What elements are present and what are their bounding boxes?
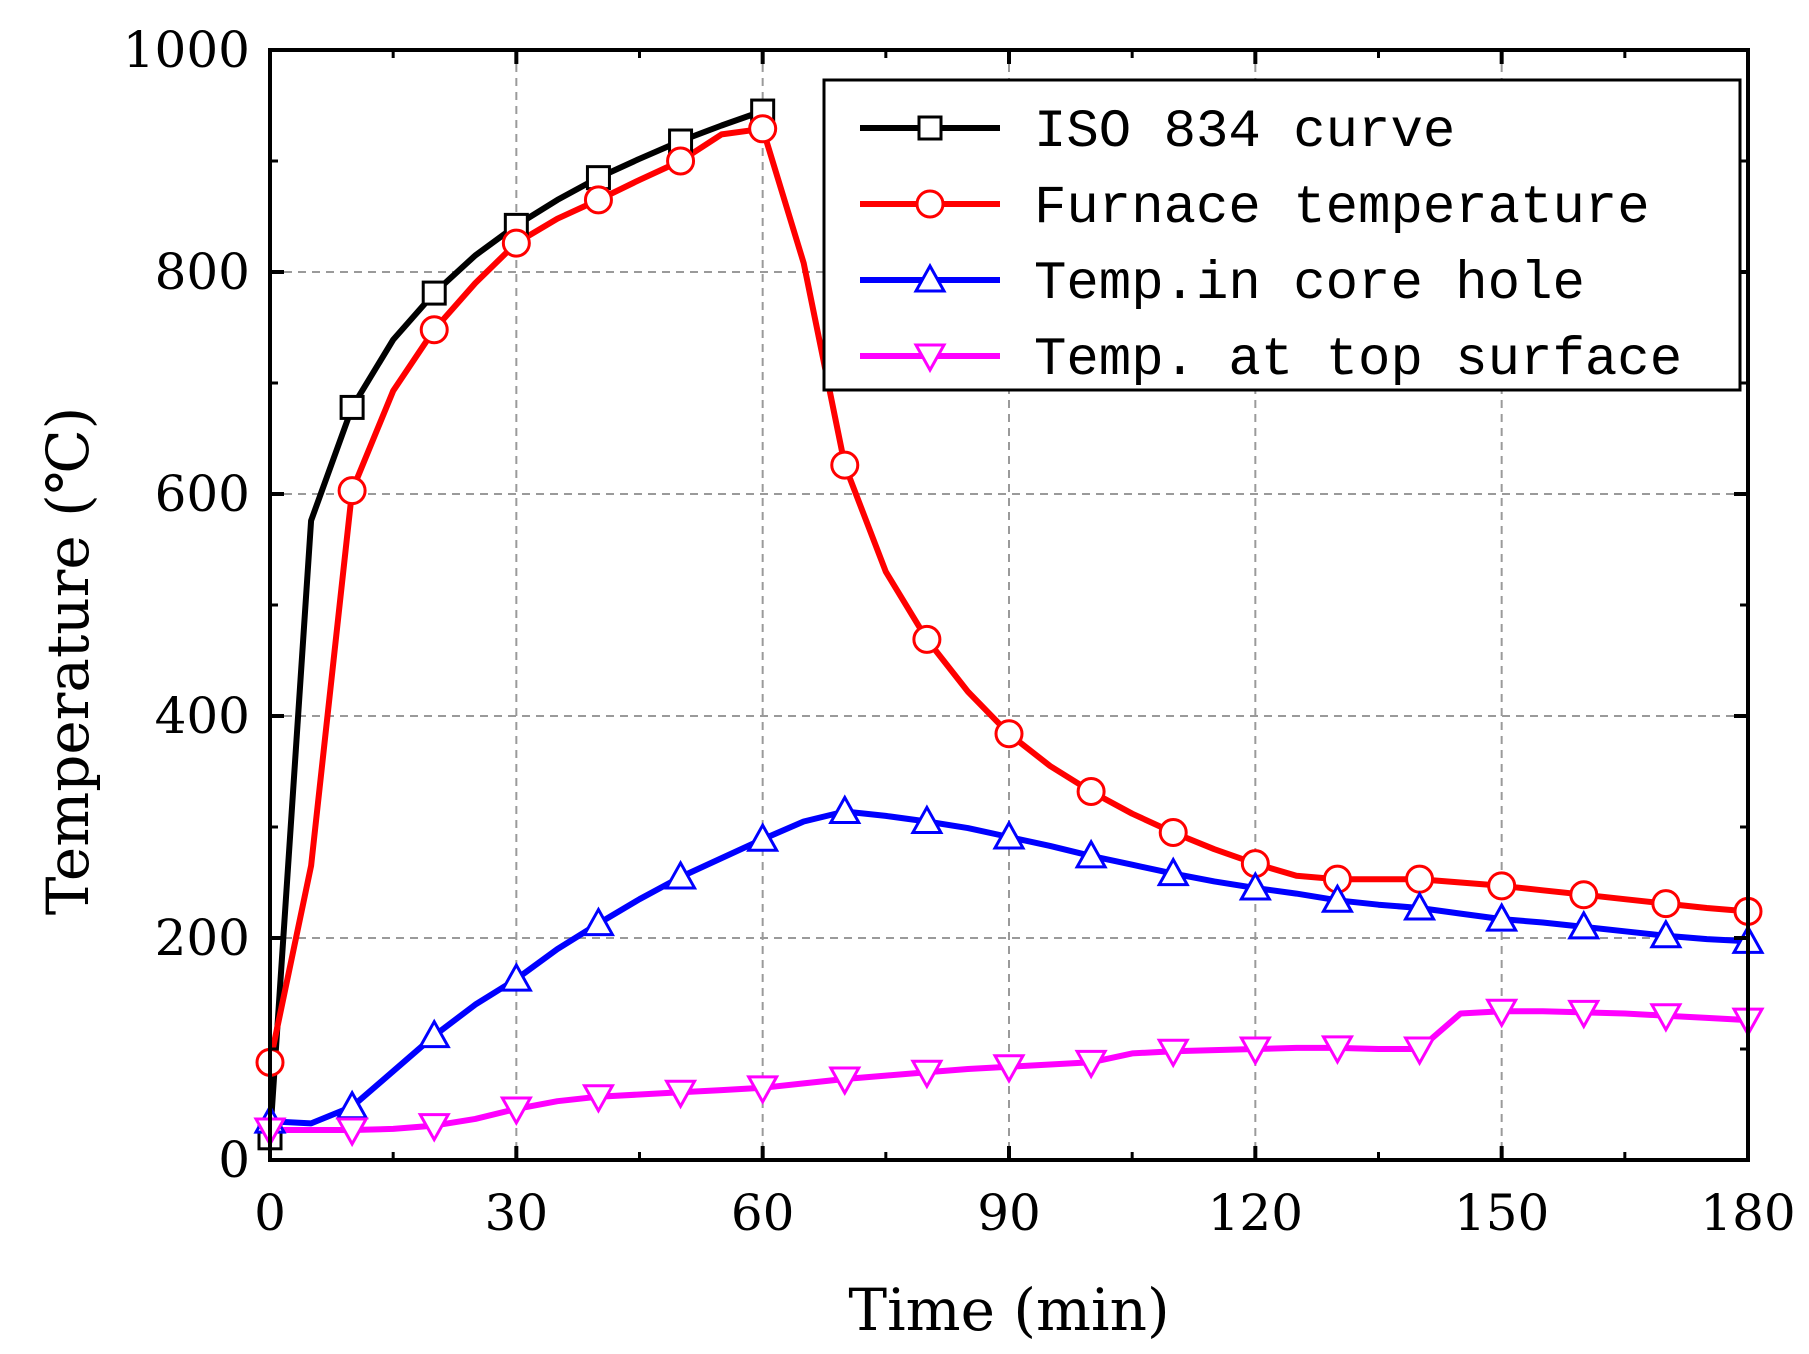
- x-tick-label: 150: [1454, 1184, 1549, 1242]
- data-point-core-hole: [1238, 870, 1272, 901]
- data-point-top-surface: [746, 1075, 780, 1105]
- y-tick-label: 600: [155, 465, 250, 523]
- legend-item-top-surface: Temp. at top surface: [860, 330, 1682, 391]
- data-point-furnace: [337, 476, 367, 506]
- data-point-furnace: [1076, 776, 1106, 806]
- legend-marker: [913, 262, 947, 293]
- data-point-iso-834: [421, 280, 447, 306]
- legend-label: ISO 834 curve: [1034, 102, 1455, 163]
- data-point-top-surface: [581, 1084, 616, 1114]
- y-tick-label: 200: [155, 909, 250, 967]
- data-point-furnace: [1651, 889, 1681, 919]
- x-tick-label: 60: [731, 1184, 795, 1242]
- data-point-core-hole: [663, 859, 698, 890]
- data-point-top-surface: [910, 1059, 944, 1090]
- data-point-top-surface: [1567, 999, 1601, 1030]
- legend-marker: [915, 189, 945, 219]
- data-point-iso-834: [585, 165, 611, 191]
- data-point-top-surface: [992, 1054, 1026, 1084]
- legend-item-core-hole: Temp.in core hole: [860, 254, 1585, 315]
- data-point-top-surface: [1485, 998, 1519, 1029]
- data-point-iso-834: [339, 394, 365, 420]
- y-tick-label: 400: [155, 687, 250, 745]
- x-tick-label: 90: [977, 1184, 1041, 1242]
- data-point-top-surface: [1320, 1035, 1355, 1065]
- x-tick-labels: 0 30 60 90 120 150 180: [254, 1184, 1796, 1242]
- legend-box: [822, 78, 1742, 392]
- y-tick-label: 800: [155, 243, 250, 301]
- y-axis-title: Temperature (℃): [34, 407, 102, 916]
- data-point-furnace: [830, 450, 860, 480]
- legend-marker: [913, 343, 947, 374]
- data-point-core-hole: [1074, 838, 1108, 869]
- data-point-furnace: [501, 228, 531, 258]
- legend: ISO 834 curve Furnace temperature Temp.in …: [822, 78, 1742, 392]
- data-point-furnace: [1569, 880, 1599, 910]
- data-point-core-hole: [828, 794, 862, 824]
- data-point-top-surface: [663, 1079, 698, 1110]
- legend-items: ISO 834 curve Furnace temperature Temp.in …: [860, 102, 1682, 391]
- data-point-core-hole: [1567, 909, 1601, 940]
- data-point-furnace: [994, 719, 1024, 749]
- data-point-core-hole: [417, 1018, 451, 1049]
- y-tick-label: 1000: [123, 21, 250, 79]
- data-point-top-surface: [828, 1066, 862, 1097]
- data-point-furnace: [583, 185, 613, 215]
- data-point-top-surface: [1402, 1036, 1437, 1067]
- data-point-furnace: [1487, 871, 1517, 901]
- data-point-core-hole: [1320, 883, 1355, 913]
- x-tick-label: 120: [1208, 1184, 1303, 1242]
- y-tick-labels: 0 200 400 600 800 1000: [123, 21, 250, 1189]
- data-point-top-surface: [417, 1113, 451, 1143]
- data-point-core-hole: [581, 906, 616, 937]
- y-tick-label: 0: [218, 1131, 250, 1189]
- data-point-top-surface: [1156, 1038, 1190, 1069]
- data-point-furnace: [748, 114, 778, 144]
- data-point-core-hole: [910, 804, 944, 834]
- series-markers-furnace: [255, 114, 1763, 1077]
- data-point-core-hole: [499, 962, 533, 992]
- legend-label: Furnace temperature: [1034, 178, 1650, 239]
- data-point-top-surface: [335, 1117, 369, 1148]
- x-tick-label: 180: [1700, 1184, 1795, 1242]
- data-point-furnace: [1158, 818, 1188, 848]
- data-point-core-hole: [746, 822, 780, 852]
- data-point-furnace: [1405, 864, 1435, 894]
- data-point-top-surface: [499, 1096, 533, 1127]
- data-point-top-surface: [1074, 1049, 1108, 1080]
- data-point-furnace: [666, 146, 696, 176]
- x-tick-label: 0: [254, 1184, 286, 1242]
- legend-marker: [917, 115, 943, 141]
- x-tick-label: 30: [485, 1184, 549, 1242]
- series-markers-core-hole: [253, 794, 1765, 1134]
- legend-item-iso-834: ISO 834 curve: [860, 102, 1455, 163]
- data-point-furnace: [419, 315, 449, 345]
- axis-ticks: [268, 48, 1750, 1162]
- data-point-core-hole: [1485, 902, 1519, 932]
- markers-group: [253, 98, 1765, 1151]
- legend-item-furnace: Furnace temperature: [860, 178, 1650, 239]
- legend-label: Temp.in core hole: [1034, 254, 1585, 315]
- x-axis-title: Time (min): [848, 1276, 1169, 1344]
- data-point-core-hole: [1402, 890, 1437, 921]
- legend-label: Temp. at top surface: [1034, 330, 1682, 391]
- data-point-core-hole: [992, 819, 1026, 850]
- data-point-core-hole: [1649, 918, 1683, 949]
- data-point-core-hole: [1156, 856, 1190, 887]
- data-point-top-surface: [1238, 1036, 1272, 1067]
- data-point-furnace: [912, 624, 942, 654]
- data-point-top-surface: [1649, 1003, 1683, 1033]
